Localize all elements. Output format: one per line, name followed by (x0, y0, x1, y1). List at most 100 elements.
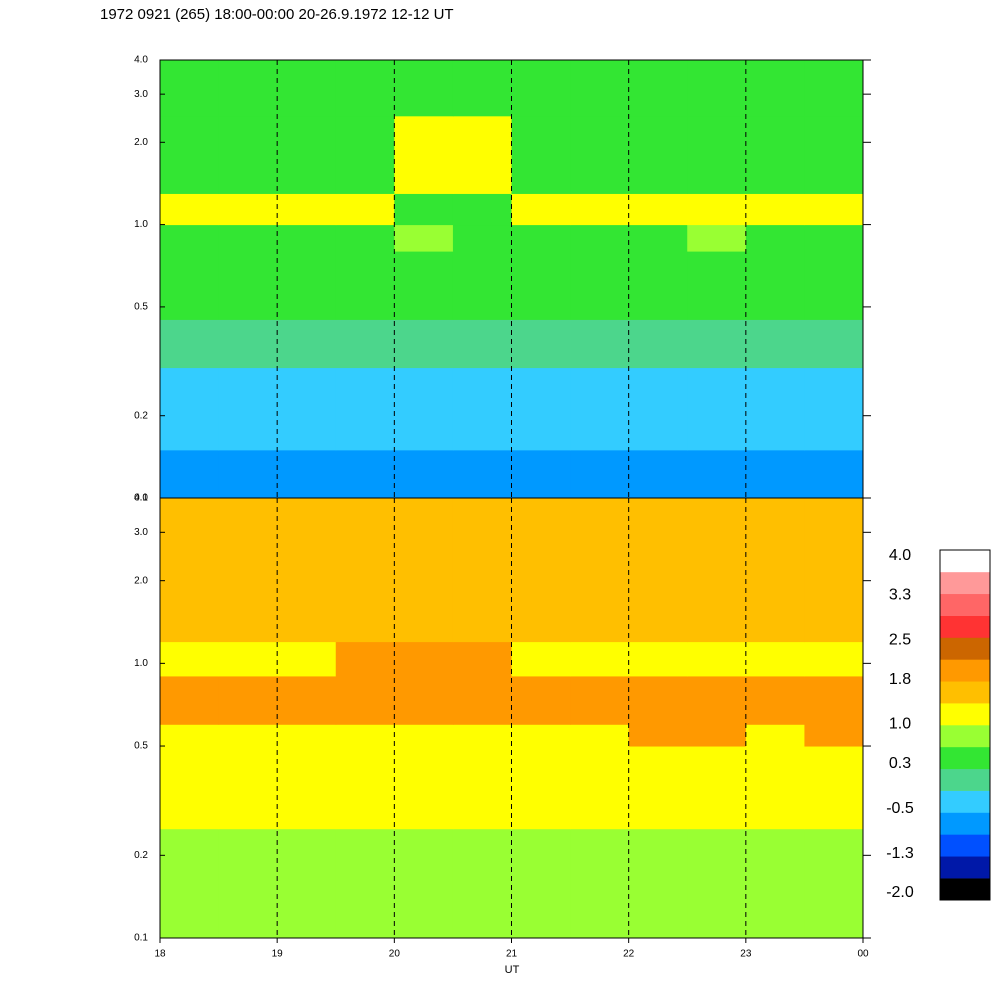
y-tick-label: 3.0 (134, 527, 148, 538)
heat-cell (570, 115, 630, 194)
colorbar-swatch (940, 812, 990, 835)
heat-cell (277, 60, 337, 117)
heat-cell (687, 60, 747, 117)
heat-cell (804, 224, 864, 252)
colorbar-swatch (940, 768, 990, 791)
heat-cell (745, 724, 805, 747)
heat-cell (745, 251, 805, 320)
heat-cell (687, 251, 747, 320)
heat-cell (570, 193, 630, 226)
heat-cell (452, 746, 512, 830)
heat-cell (160, 498, 220, 643)
heat-cell (277, 193, 337, 226)
heat-cell (804, 724, 864, 747)
y-tick-label: 4.0 (134, 55, 148, 66)
heat-cell (687, 828, 747, 939)
heat-cell (628, 641, 688, 677)
heat-cell (452, 193, 512, 226)
heat-cell (511, 675, 571, 725)
heat-cell (394, 641, 454, 677)
heat-cell (745, 746, 805, 830)
heat-cell (804, 60, 864, 117)
heat-cell (628, 224, 688, 252)
colorbar-tick-label: 4.0 (889, 547, 911, 564)
colorbar-swatch (940, 703, 990, 726)
heat-cell (628, 675, 688, 725)
heat-cell (335, 319, 395, 369)
heat-cell (804, 641, 864, 677)
colorbar-swatch (940, 593, 990, 616)
colorbar-tick-label: -0.5 (886, 800, 914, 817)
x-tick-label: 20 (389, 949, 401, 960)
colorbar-frame (939, 549, 991, 901)
heat-cell (511, 828, 571, 939)
heat-cell (394, 675, 454, 725)
heat-cell (160, 641, 220, 677)
heat-cell (687, 746, 747, 830)
heat-cell (452, 319, 512, 369)
heat-cell (452, 641, 512, 677)
heat-cell (394, 193, 454, 226)
heat-cell (452, 449, 512, 499)
heat-cell (570, 746, 630, 830)
x-tick-label: 00 (857, 949, 869, 960)
heat-cell (570, 224, 630, 252)
heat-cell (745, 828, 805, 939)
heat-cell (277, 641, 337, 677)
heat-cell (804, 828, 864, 939)
heat-cell (218, 60, 278, 117)
heat-cell (804, 498, 864, 643)
colorbar-swatch (940, 725, 990, 748)
heat-cell (394, 449, 454, 499)
heat-cell (745, 224, 805, 252)
heat-cell (570, 641, 630, 677)
y-tick-label: 2.0 (134, 575, 148, 586)
y-tick-label: 1.0 (134, 658, 148, 669)
heat-cell (277, 367, 337, 451)
y-tick-label: 0.5 (134, 741, 148, 752)
heat-cell (218, 498, 278, 643)
heat-cell (218, 675, 278, 725)
heat-cell (277, 449, 337, 499)
heat-cell (687, 115, 747, 194)
y-tick-label: 2.0 (134, 137, 148, 148)
heat-cell (277, 828, 337, 939)
heat-cell (277, 746, 337, 830)
heat-cell (570, 675, 630, 725)
y-tick-label: 4.0 (134, 493, 148, 504)
heat-cell (277, 319, 337, 369)
heat-cell (628, 724, 688, 747)
heat-cell (570, 724, 630, 747)
x-tick-label: 19 (272, 949, 284, 960)
heat-cell (394, 746, 454, 830)
heat-cell (745, 367, 805, 451)
heat-cell (277, 724, 337, 747)
heat-cell (218, 449, 278, 499)
heat-cell (628, 319, 688, 369)
heat-cell (335, 115, 395, 194)
colorbar-tick-label: 3.3 (889, 587, 911, 604)
heat-cell (628, 60, 688, 117)
heat-cell (335, 828, 395, 939)
heat-cell (570, 60, 630, 117)
colorbar-tick-label: 1.8 (889, 671, 911, 688)
colorbar-tick-label: -2.0 (886, 884, 914, 901)
heat-cell (218, 224, 278, 252)
heat-cell (628, 498, 688, 643)
heat-cell (628, 746, 688, 830)
heat-cell (452, 675, 512, 725)
y-tick-label: 3.0 (134, 89, 148, 100)
heat-cell (745, 641, 805, 677)
heat-cell (160, 115, 220, 194)
x-tick-label: 22 (623, 949, 635, 960)
heat-cell (218, 115, 278, 194)
heat-cell (218, 641, 278, 677)
heat-cell (804, 367, 864, 451)
heat-cell (804, 319, 864, 369)
y-tick-label: 1.0 (134, 219, 148, 230)
heat-cell (511, 367, 571, 451)
heat-cell (687, 724, 747, 747)
heat-cell (687, 367, 747, 451)
heat-cell (394, 319, 454, 369)
heat-cell (394, 60, 454, 117)
